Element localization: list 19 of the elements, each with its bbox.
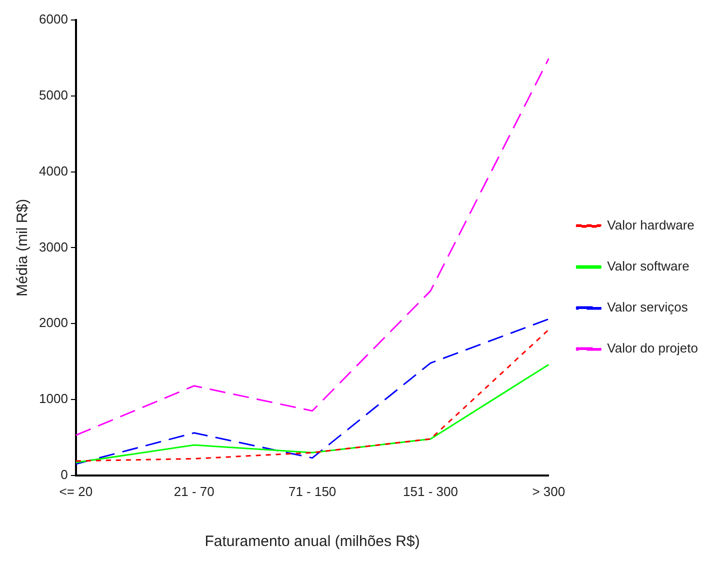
x-axis-title: Faturamento anual (milhões R$) [204,533,420,550]
legend-label: Valor do projeto [607,340,698,356]
x-tick-label: 21 - 70 [174,484,214,499]
legend-label: Valor software [607,258,690,274]
x-tick-label: <= 20 [59,484,93,499]
legend-label: Valor hardware [607,218,694,233]
y-tick-label: 5000 [39,87,68,102]
y-axis-title: Média (mil R$) [14,198,32,296]
legend-label: Valor serviços [607,300,688,315]
x-tick-label: 151 - 300 [403,484,458,499]
x-tick-label: > 300 [532,484,566,499]
x-tick-label: 71 - 150 [288,484,336,499]
y-tick-label: 4000 [39,163,68,178]
line-series [75,58,550,436]
y-tick-label: 1000 [39,391,68,406]
y-tick-label: 6000 [39,12,68,27]
y-tick-label: 0 [60,466,68,482]
y-tick-label: 3000 [39,239,68,254]
y-tick-label: 2000 [39,315,68,330]
